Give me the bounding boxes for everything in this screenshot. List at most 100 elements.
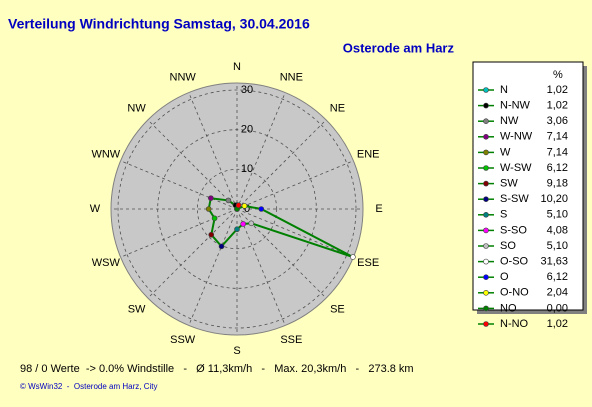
point-marker bbox=[218, 243, 225, 250]
legend-name: NW bbox=[500, 115, 519, 127]
legend-marker bbox=[483, 243, 489, 249]
direction-label: NNE bbox=[280, 72, 303, 84]
legend-marker bbox=[483, 321, 489, 327]
point-marker bbox=[235, 202, 242, 209]
legend-value: 5,10 bbox=[547, 240, 568, 252]
legend-name: O-NO bbox=[500, 287, 529, 299]
direction-label: SSW bbox=[170, 334, 196, 346]
direction-label: SSE bbox=[280, 334, 302, 346]
legend-marker bbox=[483, 305, 489, 312]
legend-value: 9,18 bbox=[547, 178, 568, 190]
legend-marker bbox=[483, 212, 489, 218]
legend-unit: % bbox=[553, 69, 563, 81]
legend-marker bbox=[483, 180, 489, 187]
direction-label: ENE bbox=[357, 149, 380, 161]
direction-label: E bbox=[375, 203, 382, 215]
point-marker bbox=[208, 231, 215, 238]
spoke bbox=[188, 208, 238, 326]
direction-label: NE bbox=[330, 102, 345, 114]
legend-name: W bbox=[500, 146, 511, 158]
legend-name: N-NW bbox=[500, 100, 531, 112]
legend-value: 6,12 bbox=[547, 271, 568, 283]
grid-ring bbox=[157, 129, 317, 289]
direction-label: ESE bbox=[357, 257, 379, 269]
legend-marker bbox=[483, 149, 489, 156]
legend-marker bbox=[483, 165, 489, 171]
legend-marker bbox=[483, 227, 489, 234]
chart-subtitle: Osterode am Harz bbox=[343, 40, 455, 55]
point-marker bbox=[211, 215, 218, 222]
point-marker bbox=[241, 203, 248, 209]
legend-value: 31,63 bbox=[540, 256, 568, 268]
legend-marker bbox=[483, 274, 489, 281]
legend-name: S bbox=[500, 209, 507, 221]
legend-name: S-SO bbox=[500, 224, 527, 236]
spoke bbox=[188, 92, 238, 210]
legend-value: 2,04 bbox=[547, 287, 568, 299]
legend-marker bbox=[483, 102, 489, 109]
legend-value: 6,12 bbox=[547, 162, 568, 174]
legend-value: 10,20 bbox=[540, 193, 568, 205]
chart-title: Verteilung Windrichtung Samstag, 30.04.2… bbox=[8, 16, 310, 32]
direction-label: N bbox=[233, 61, 241, 73]
direction-label: NNW bbox=[170, 72, 197, 84]
legend-marker bbox=[483, 289, 489, 296]
legend-marker bbox=[483, 134, 489, 140]
r-tick-label: 20 bbox=[241, 124, 253, 136]
point-marker bbox=[234, 226, 240, 233]
legend-marker bbox=[483, 196, 489, 202]
spoke bbox=[147, 208, 238, 299]
direction-label: WNW bbox=[91, 149, 120, 161]
point-marker bbox=[208, 195, 214, 201]
spoke bbox=[120, 208, 238, 258]
legend-name: SW bbox=[500, 178, 518, 190]
point-marker bbox=[205, 206, 212, 212]
r-tick-label: 10 bbox=[241, 163, 253, 175]
point-marker bbox=[350, 254, 356, 260]
legend-value: 7,14 bbox=[547, 131, 568, 143]
legend-name: N bbox=[500, 84, 508, 96]
legend-value: 3,06 bbox=[547, 115, 568, 127]
legend-name: N-NO bbox=[500, 318, 529, 330]
legend-value: 5,10 bbox=[547, 209, 568, 221]
grid-ring bbox=[117, 89, 357, 329]
footer: 98 / 0 Werte -> 0.0% Windstille - Ø 11,3… bbox=[20, 363, 414, 375]
legend-marker bbox=[483, 258, 489, 265]
grid-ring bbox=[196, 168, 278, 250]
spoke bbox=[147, 119, 238, 210]
direction-label: NW bbox=[127, 102, 146, 114]
copyright: © WsWin32 - Osterode am Harz, City bbox=[20, 382, 157, 391]
legend-value: 4,08 bbox=[547, 224, 568, 236]
direction-label: W bbox=[90, 203, 101, 215]
spoke bbox=[236, 208, 354, 258]
legend-value: 7,14 bbox=[547, 146, 568, 158]
legend-name: O-SO bbox=[500, 256, 529, 268]
legend-value: 1,02 bbox=[547, 318, 568, 330]
r-tick-label: 30 bbox=[241, 84, 253, 96]
point-marker bbox=[240, 221, 246, 227]
spoke bbox=[236, 208, 286, 326]
legend-name: NO bbox=[500, 302, 517, 314]
legend-marker bbox=[483, 118, 489, 124]
direction-label: SE bbox=[330, 303, 345, 315]
legend-name: W-NW bbox=[500, 131, 533, 143]
legend-value: 0,00 bbox=[547, 302, 568, 314]
legend-name: S-SW bbox=[500, 193, 529, 205]
point-marker bbox=[248, 220, 255, 227]
legend-box bbox=[472, 61, 584, 311]
legend-name: SO bbox=[500, 240, 516, 252]
r-tick-label: 0 bbox=[244, 203, 250, 215]
direction-label: WSW bbox=[92, 257, 121, 269]
spoke bbox=[236, 92, 286, 210]
direction-label: S bbox=[233, 345, 240, 357]
legend-value: 1,02 bbox=[547, 100, 568, 112]
spoke bbox=[120, 160, 238, 210]
direction-label: SW bbox=[128, 303, 146, 315]
spoke bbox=[236, 160, 354, 210]
spoke bbox=[236, 119, 327, 210]
point-marker bbox=[225, 197, 232, 204]
legend-name: O bbox=[500, 271, 509, 283]
legend-value: 1,02 bbox=[547, 84, 568, 96]
point-marker bbox=[258, 206, 265, 212]
